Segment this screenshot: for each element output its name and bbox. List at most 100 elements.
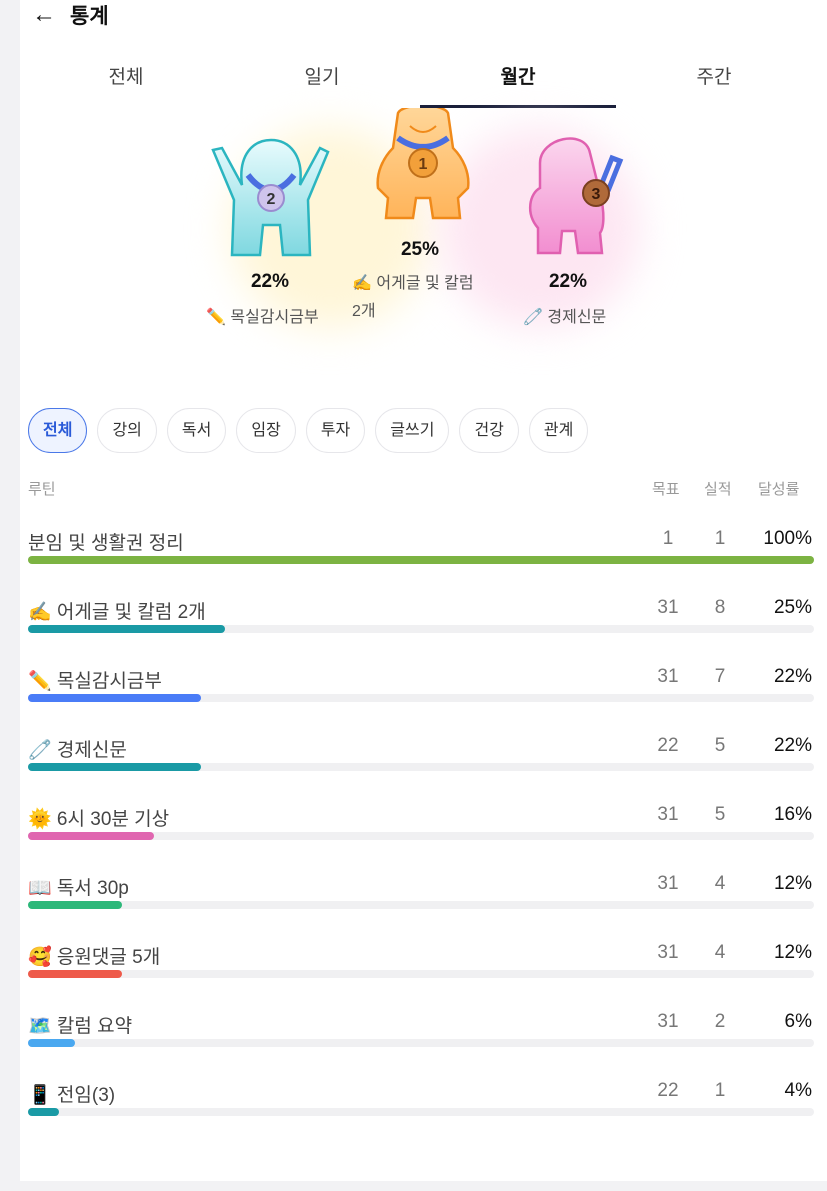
svg-text:1: 1 <box>419 156 428 173</box>
tab-monthly[interactable]: 월간 <box>420 58 616 108</box>
header-goal: 목표 <box>652 481 680 498</box>
actual-value: 8 <box>714 597 726 618</box>
rate-value: 22% <box>773 735 812 756</box>
second-place-character: 2 <box>211 138 330 257</box>
routine-name: 🗺️ 칼럼 요약 <box>28 1016 133 1037</box>
filter-chip[interactable]: 글쓰기 <box>375 408 450 453</box>
tab-all[interactable]: 전체 <box>108 67 144 88</box>
goal-value: 31 <box>657 873 679 894</box>
header-rate: 달성률 <box>758 481 800 498</box>
actual-value: 7 <box>714 666 726 687</box>
routine-name: 분임 및 생활권 정리 <box>28 533 184 554</box>
page-title: 통계 <box>70 5 109 28</box>
header: ← 통계 <box>32 0 109 30</box>
rate-value: 25% <box>773 597 812 618</box>
goal-value: 31 <box>657 597 679 618</box>
table-row[interactable]: 📖 독서 30p 31 4 12% <box>28 873 814 933</box>
actual-value: 4 <box>714 942 726 963</box>
table-row[interactable]: 분임 및 생활권 정리 1 1 100% <box>28 528 814 588</box>
progress-bar <box>28 556 814 564</box>
second-place-percent: 22% <box>250 271 290 292</box>
progress-fill <box>28 901 123 909</box>
writing-hand-icon: ✍️ <box>352 275 372 292</box>
progress-bar <box>28 1108 814 1116</box>
goal-value: 22 <box>657 1080 679 1101</box>
statistics-page: ← 통계 전체 일기 월간 주간 2 1 3 25% ✍️ 어게글 및 칼럼 2… <box>20 0 827 1181</box>
progress-bar <box>28 694 814 702</box>
svg-text:3: 3 <box>592 186 601 203</box>
rate-value: 4% <box>784 1080 812 1101</box>
filter-chip[interactable]: 독서 <box>166 408 227 453</box>
header-actual: 실적 <box>704 481 732 498</box>
header-routine: 루틴 <box>28 481 56 498</box>
table-row[interactable]: ✍️ 어게글 및 칼럼 2개 31 8 25% <box>28 597 814 657</box>
progress-bar <box>28 832 814 840</box>
filter-chip[interactable]: 강의 <box>97 408 157 453</box>
progress-fill <box>28 1039 76 1047</box>
table-row[interactable]: 🥰 응원댓글 5개 31 4 12% <box>28 942 814 1002</box>
rate-value: 12% <box>773 873 812 894</box>
actual-value: 5 <box>714 804 726 825</box>
filter-chip[interactable]: 건강 <box>459 408 519 453</box>
filter-chip[interactable]: 임장 <box>236 408 296 453</box>
rate-value: 16% <box>773 804 812 825</box>
progress-bar <box>28 763 814 771</box>
routine-name: ✍️ 어게글 및 칼럼 2개 <box>28 602 206 623</box>
routine-name: 📖 독서 30p <box>28 878 129 899</box>
actual-value: 1 <box>714 528 726 549</box>
filter-chip[interactable]: 투자 <box>305 408 366 453</box>
progress-bar <box>28 901 814 909</box>
arrow-left-icon[interactable]: ← <box>32 1 56 28</box>
second-place-label: ✏️ 목실감시금부 <box>206 309 319 326</box>
actual-value: 2 <box>714 1011 726 1032</box>
routine-name: ✏️ 목실감시금부 <box>28 671 162 692</box>
rate-value: 22% <box>773 666 812 687</box>
filter-chip[interactable]: 전체 <box>28 408 88 453</box>
actual-value: 4 <box>714 873 726 894</box>
routine-name: 📱 전임(3) <box>28 1085 116 1106</box>
routine-name: 🌞 6시 30분 기상 <box>28 809 170 830</box>
rate-value: 12% <box>773 942 812 963</box>
progress-bar <box>28 1039 814 1047</box>
routine-name: 🥰 응원댓글 5개 <box>28 947 161 968</box>
progress-fill <box>28 556 814 564</box>
progress-bar <box>28 625 814 633</box>
category-filter: 전체 강의 독서 임장 투자 글쓰기 건강 관계 <box>28 408 589 453</box>
progress-fill <box>28 694 201 702</box>
svg-text:2: 2 <box>267 191 276 208</box>
goal-value: 31 <box>657 1011 679 1032</box>
progress-fill <box>28 625 225 633</box>
third-place-label: 🧷 경제신문 <box>523 309 607 326</box>
rate-value: 100% <box>763 528 812 549</box>
rate-value: 6% <box>784 1011 812 1032</box>
progress-fill <box>28 832 154 840</box>
safety-pin-icon: 🧷 <box>523 309 543 326</box>
third-place-percent: 22% <box>548 271 588 292</box>
tab-bar: 전체 일기 월간 주간 <box>28 58 812 108</box>
actual-value: 5 <box>714 735 726 756</box>
tab-diary[interactable]: 일기 <box>304 67 340 88</box>
tab-weekly[interactable]: 주간 <box>696 67 732 88</box>
table-row[interactable]: 📱 전임(3) 22 1 4% <box>28 1080 814 1140</box>
goal-value: 31 <box>657 666 679 687</box>
table-row[interactable]: 🌞 6시 30분 기상 31 5 16% <box>28 804 814 864</box>
progress-fill <box>28 763 201 771</box>
actual-value: 1 <box>714 1080 726 1101</box>
first-place-percent: 25% <box>400 239 440 260</box>
third-place-character: 3 <box>529 137 624 255</box>
table-row[interactable]: ✏️ 목실감시금부 31 7 22% <box>28 666 814 726</box>
goal-value: 22 <box>657 735 679 756</box>
filter-chip[interactable]: 관계 <box>528 408 589 453</box>
goal-value: 1 <box>662 528 674 549</box>
pencil-icon: ✏️ <box>206 309 226 326</box>
goal-value: 31 <box>657 942 679 963</box>
routine-name: 🧷 경제신문 <box>28 740 127 761</box>
goal-value: 31 <box>657 804 679 825</box>
first-place-label: ✍️ 어게글 및 칼럼 2개 <box>352 275 474 320</box>
progress-bar <box>28 970 814 978</box>
progress-fill <box>28 1108 60 1116</box>
first-place-character: 1 <box>376 108 470 220</box>
table-row[interactable]: 🧷 경제신문 22 5 22% <box>28 735 814 795</box>
progress-fill <box>28 970 123 978</box>
table-row[interactable]: 🗺️ 칼럼 요약 31 2 6% <box>28 1011 814 1071</box>
